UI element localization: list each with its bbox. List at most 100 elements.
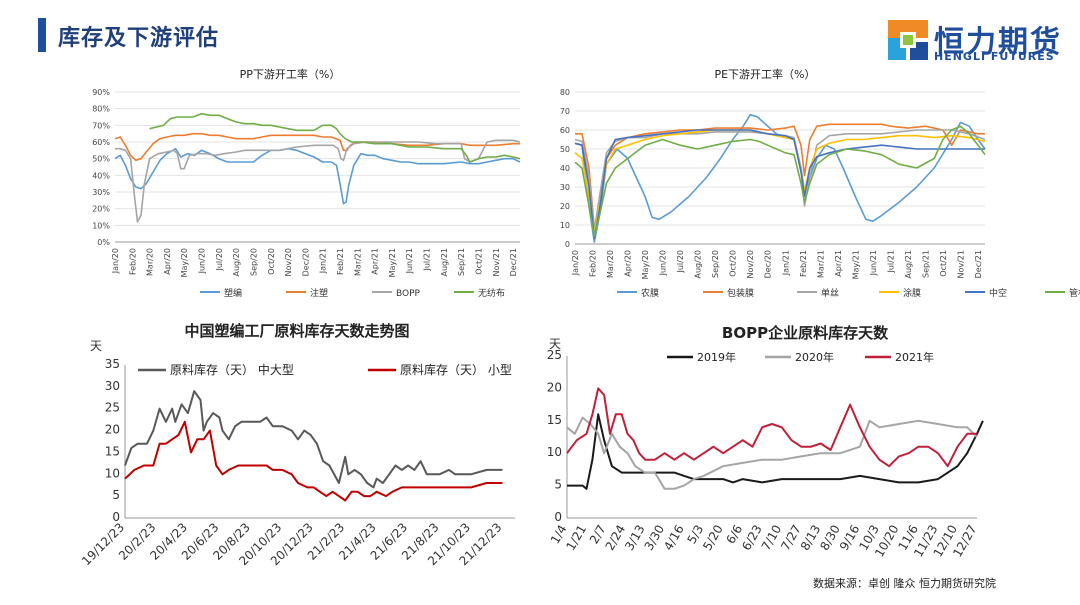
series-line <box>566 387 977 468</box>
y-tick-label: 0 <box>554 510 562 524</box>
series-line <box>114 132 520 162</box>
series-line <box>567 413 984 490</box>
logo-name-cn: 恒力期货 <box>934 25 1062 60</box>
x-tick-label: Feb/21 <box>799 250 808 277</box>
x-tick-label: Jul/20 <box>676 250 685 274</box>
x-tick-label: Nov/20 <box>284 248 293 277</box>
x-tick-label: Jan/21 <box>319 248 328 274</box>
series-line <box>124 420 503 502</box>
series-line <box>575 123 985 230</box>
series-line <box>566 416 978 490</box>
legend-label: 2019年 <box>697 350 736 364</box>
x-tick-label: May/21 <box>388 248 397 277</box>
x-tick-label: Feb/21 <box>336 248 345 275</box>
legend-label: 2020年 <box>795 350 834 364</box>
x-tick-label: Jun/21 <box>405 248 414 274</box>
series-line <box>574 114 986 243</box>
chart-title: BOPP企业原料库存天数 <box>722 324 889 342</box>
x-tick-label: 7/10 <box>759 523 785 553</box>
x-tick-label: Mar/20 <box>146 248 155 276</box>
legend-label: 包装膜 <box>727 287 754 299</box>
legend-label: 涂膜 <box>903 287 921 299</box>
legend-label: BOPP <box>396 289 421 299</box>
x-tick-label: May/20 <box>641 250 650 279</box>
legend-label: 无纺布 <box>478 287 505 299</box>
legend-label: 原料库存（天） 小型 <box>400 362 512 377</box>
x-tick-label: Apr/21 <box>371 248 380 275</box>
x-tick-label: Sep/20 <box>249 248 258 276</box>
series-line <box>149 112 521 163</box>
logo-name-en: HENGLI FUTURES <box>934 50 1055 63</box>
x-tick-label: Dec/21 <box>509 248 518 276</box>
legend-label: 农膜 <box>641 287 659 299</box>
x-tick-label: 19/12/23 <box>79 520 127 568</box>
legend-label: 原料库存（天） 中大型 <box>170 362 294 377</box>
series-line <box>574 129 985 240</box>
x-tick-label: Oct/20 <box>267 248 276 275</box>
series-line <box>114 147 521 205</box>
y-tick-label: 30 <box>105 379 120 393</box>
y-tick-label: 60 <box>560 126 570 135</box>
y-tick-label: 10 <box>560 221 570 230</box>
y-tick-label: 5 <box>554 478 562 492</box>
legend-label: 单丝 <box>821 287 839 299</box>
x-tick-label: Oct/21 <box>474 248 483 275</box>
y-tick-label: 5 <box>112 488 120 502</box>
y-tick-label: 40 <box>560 164 570 173</box>
legend-label: 塑编 <box>224 287 242 299</box>
x-tick-label: Sep/21 <box>457 248 466 276</box>
x-tick-label: Oct/20 <box>729 250 738 277</box>
x-tick-label: Jan/21 <box>781 250 790 276</box>
x-tick-label: Oct/21 <box>939 250 948 277</box>
data-source-note: 数据来源：卓创 隆众 恒力期货研究院 <box>813 577 996 590</box>
legend-label: 管材 <box>1069 287 1080 299</box>
x-tick-label: Mar/21 <box>353 248 362 276</box>
x-tick-label: 2/24 <box>603 523 629 553</box>
y-tick-label: 25 <box>547 348 562 362</box>
x-tick-label: Nov/21 <box>956 250 965 279</box>
x-tick-label: Dec/21 <box>974 250 983 278</box>
x-tick-label: Mar/20 <box>606 250 615 278</box>
chart-title: 中国塑编工厂原料库存天数走势图 <box>184 322 409 340</box>
y-tick-label: 20 <box>105 423 120 437</box>
x-tick-label: Apr/20 <box>624 250 633 277</box>
y-tick-label: 15 <box>547 413 562 427</box>
x-tick-label: May/20 <box>180 248 189 277</box>
y-tick-label: 70 <box>560 107 570 116</box>
x-tick-label: Aug/21 <box>904 250 913 279</box>
x-tick-label: Aug/20 <box>232 248 241 277</box>
x-tick-label: Feb/20 <box>128 248 137 275</box>
y-axis-unit-label: 天 <box>90 339 102 353</box>
x-tick-label: Nov/20 <box>746 250 755 279</box>
legend-label: 中空 <box>989 287 1007 299</box>
x-tick-label: Dec/20 <box>764 250 773 278</box>
y-tick-label: 15 <box>105 444 120 458</box>
y-tick-label: 30 <box>560 183 570 192</box>
y-tick-label: 0% <box>97 238 110 247</box>
y-tick-label: 80% <box>92 105 110 114</box>
plastic-weaving-inventory-chart: 中国塑编工厂原料库存天数走势图天0510152025303519/12/2320… <box>79 322 515 568</box>
series-line <box>115 139 521 223</box>
x-tick-label: Aug/21 <box>440 248 449 277</box>
x-tick-label: 9/16 <box>837 523 863 553</box>
x-tick-label: Mar/21 <box>816 250 825 278</box>
pp-utilization-chart: PP下游开工率（%） 0% 10% 20% 30% 40% 50% 60% 70% 80% 90% J… <box>92 67 521 299</box>
x-tick-label: 3/30 <box>642 523 668 553</box>
x-tick-label: 4/16 <box>661 523 687 553</box>
y-tick-label: 20% <box>92 205 110 214</box>
x-tick-label: 3/13 <box>622 523 648 553</box>
y-tick-label: 10 <box>547 445 562 459</box>
bopp-inventory-chart: BOPP企业原料库存天数天05101520251/41/212/72/243/1… <box>547 324 984 559</box>
x-tick-label: 8/30 <box>817 523 843 553</box>
x-tick-label: Jul/21 <box>886 250 895 274</box>
series-line <box>574 125 986 238</box>
series-line <box>124 390 503 489</box>
x-tick-label: 5/20 <box>700 523 726 553</box>
page-title: 库存及下游评估 <box>58 26 220 51</box>
pe-utilization-chart: PE下游开工率（%） 0 10 20 30 40 50 60 70 80 Jan/20 Feb/20 M… <box>560 67 1080 299</box>
x-tick-label: Jan/20 <box>111 248 120 274</box>
legend-label: 2021年 <box>895 350 934 364</box>
x-tick-label: 8/13 <box>798 523 824 553</box>
y-tick-label: 80 <box>560 88 570 97</box>
y-tick-label: 20 <box>547 380 562 394</box>
